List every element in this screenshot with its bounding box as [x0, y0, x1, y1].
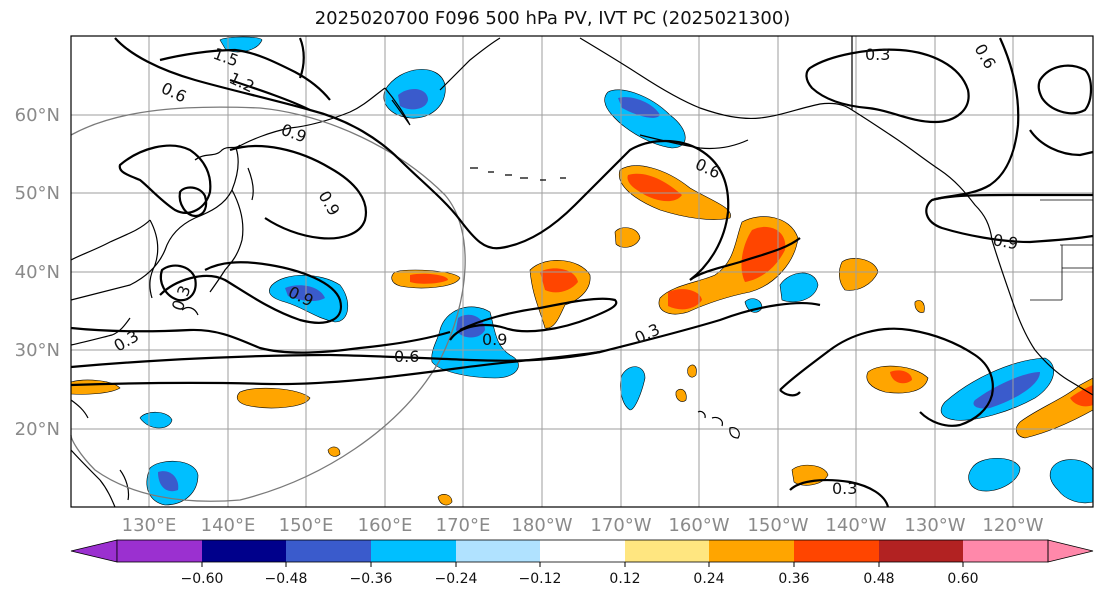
colorbar-segment [879, 540, 963, 562]
lon-label: 160°E [358, 515, 413, 536]
neg-anomaly-blob [398, 88, 428, 110]
lon-label: 160°W [668, 515, 729, 536]
neg-anomaly-blob [1049, 459, 1094, 504]
contour-label: 0.6 [394, 347, 419, 366]
contour-label: 0.3 [865, 45, 890, 64]
reference-circle [70, 106, 466, 502]
pos-anomaly-blob [675, 388, 687, 402]
colorbar-tick-label: −0.12 [519, 571, 562, 587]
contour-label: 0.9 [482, 330, 507, 349]
lat-label: 40°N [15, 262, 60, 283]
lon-label: 180°W [511, 515, 572, 536]
neg-anomaly-blob [968, 458, 1021, 492]
colorbar-tick-label: 0.24 [693, 571, 724, 587]
pos-anomaly-blob [327, 446, 341, 457]
lon-label: 170°W [590, 515, 651, 536]
pos-anomaly-blob [540, 268, 578, 293]
pos-anomaly-blob [437, 493, 453, 506]
colorbar-tick-label: 0.12 [609, 571, 640, 587]
colorbar-right-extend [1047, 539, 1094, 563]
lon-label: 130°E [122, 515, 177, 536]
pos-anomaly-blob [410, 273, 448, 284]
lon-label: 140°E [201, 515, 256, 536]
latitude-labels: 60°N 50°N 40°N 30°N 20°N [15, 105, 60, 440]
colorbar-segment [625, 540, 709, 562]
lat-label: 60°N [15, 105, 60, 126]
colorbar-tick-label: 0.36 [778, 571, 809, 587]
colorbar-segment [709, 540, 794, 562]
colorbar-segment [371, 540, 456, 562]
lat-label: 50°N [15, 183, 60, 204]
plot-frame [70, 35, 1094, 508]
pos-anomaly-blob [1016, 377, 1094, 439]
neg-anomaly-blob [779, 272, 819, 303]
pos-anomaly-blob [627, 173, 682, 202]
coastlines [70, 36, 1094, 508]
shading-layer [70, 36, 1094, 506]
colorbar-segment [794, 540, 879, 562]
colorbar-tick-label: −0.60 [181, 571, 224, 587]
colorbar-segment [456, 540, 540, 562]
colorbar-tick-label: −0.48 [265, 571, 308, 587]
lon-label: 130°W [904, 515, 965, 536]
neg-anomaly-blob [618, 97, 660, 118]
lat-label: 30°N [15, 340, 60, 361]
neg-anomaly-blob [158, 471, 179, 492]
colorbar-segment [202, 540, 286, 562]
colorbar-segment [963, 540, 1048, 562]
colorbar-left-extend [70, 539, 118, 563]
map-title: 2025020700 F096 500 hPa PV, IVT PC (2025… [314, 8, 791, 29]
lon-label: 120°W [982, 515, 1043, 536]
pos-anomaly-blob [839, 258, 879, 291]
neg-anomaly-blob [219, 36, 263, 53]
pos-anomaly-blob [1070, 385, 1093, 407]
pos-anomaly-blob [668, 289, 702, 310]
longitude-labels: 130°E 140°E 150°E 160°E 170°E 180°W 170°… [122, 515, 1044, 536]
contour-label: 0.9 [991, 230, 1019, 253]
lon-label: 140°W [825, 515, 886, 536]
colorbar: −0.60 −0.48 −0.36 −0.24 −0.12 0.12 0.24 … [70, 539, 1094, 587]
colorbar-segment [286, 540, 371, 562]
lon-label: 150°E [279, 515, 334, 536]
neg-anomaly-blob [285, 285, 325, 302]
colorbar-tick-label: −0.24 [435, 571, 478, 587]
lon-label: 170°E [436, 515, 491, 536]
pos-anomaly-blob [237, 387, 311, 409]
colorbar-tick-label: 0.60 [947, 571, 978, 587]
neg-anomaly-blob [139, 411, 173, 429]
colorbar-tick-label: −0.36 [350, 571, 393, 587]
colorbar-tick-label: 0.48 [863, 571, 894, 587]
contour-label: 0.3 [832, 479, 857, 498]
colorbar-segment [117, 540, 202, 562]
pos-anomaly-blob [890, 370, 912, 384]
pv-contours [70, 37, 1094, 508]
lat-label: 20°N [15, 419, 60, 440]
lon-label: 150°W [747, 515, 808, 536]
pos-anomaly-blob [914, 300, 925, 313]
colorbar-segment [540, 540, 625, 562]
pos-anomaly-blob [687, 364, 697, 378]
